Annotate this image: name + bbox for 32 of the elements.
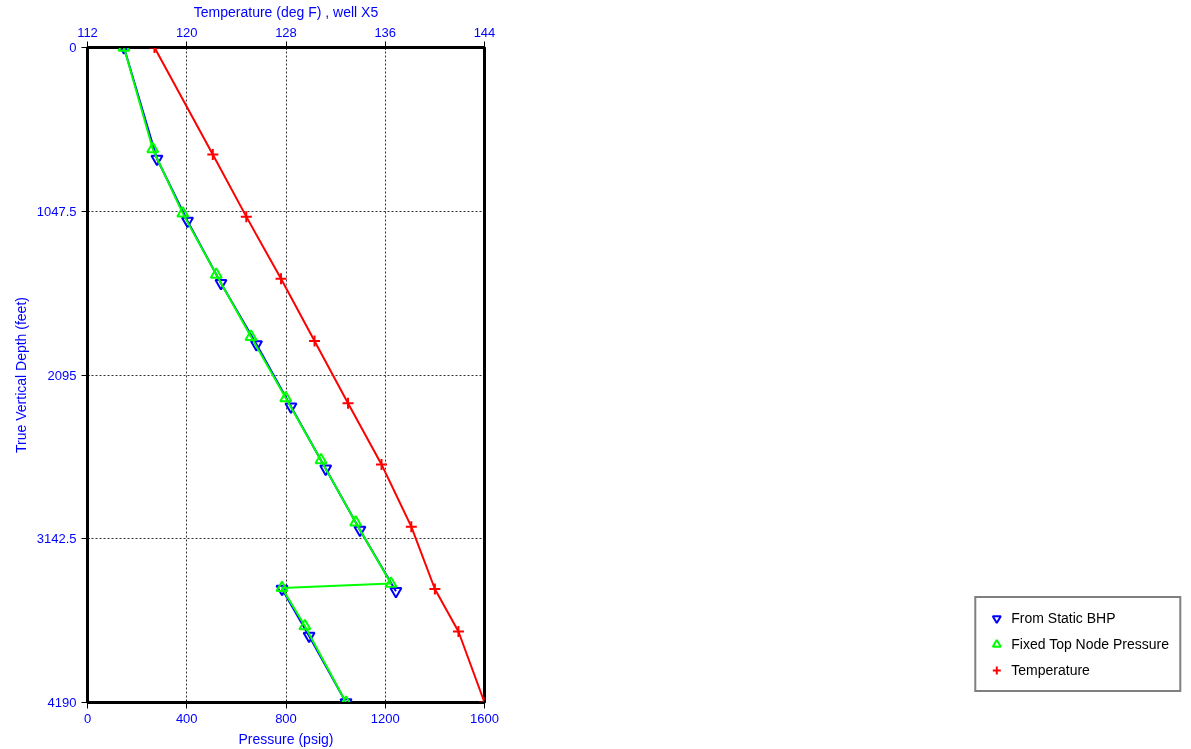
y-tick-label: 0: [69, 40, 77, 55]
x2-tick-label: 144: [473, 24, 496, 40]
legend-label: Temperature: [1011, 662, 1090, 678]
y-tick-label: 1047.5: [36, 203, 77, 219]
point: [214, 279, 228, 291]
x2-tick-label: 120: [175, 24, 198, 40]
y-tick-label: 4190: [47, 695, 77, 710]
point: [349, 515, 363, 527]
x-tick-label: 1600: [470, 710, 499, 726]
point: [249, 340, 263, 352]
y-tick-label: 2095: [47, 367, 77, 383]
point: [298, 618, 312, 631]
x-axis-title: Pressure (psig): [238, 730, 334, 747]
x-tick-label: 0: [83, 710, 92, 726]
point: [284, 402, 298, 414]
point: [275, 580, 289, 593]
point: [150, 154, 164, 167]
point: [314, 452, 328, 465]
point: [279, 390, 293, 403]
x-tick-label: 400: [175, 710, 198, 726]
legend-label: From Static BHP: [1011, 610, 1116, 626]
y-axis-title: True Vertical Depth (feet): [12, 297, 29, 453]
x-tick-label: 1200: [370, 710, 400, 726]
x-tick-label: 800: [275, 710, 297, 726]
x2-tick-label: 128: [275, 24, 297, 40]
point: [180, 216, 194, 229]
x2-tick-label: 136: [374, 24, 397, 40]
y-tick-label: 3142.5: [36, 531, 77, 547]
legend-label: Fixed Top Node Pressure: [1011, 636, 1169, 652]
x2-tick-label: 112: [77, 24, 98, 40]
x2-axis-title: Temperature (deg F) , well X5: [193, 3, 379, 20]
point: [384, 576, 398, 588]
